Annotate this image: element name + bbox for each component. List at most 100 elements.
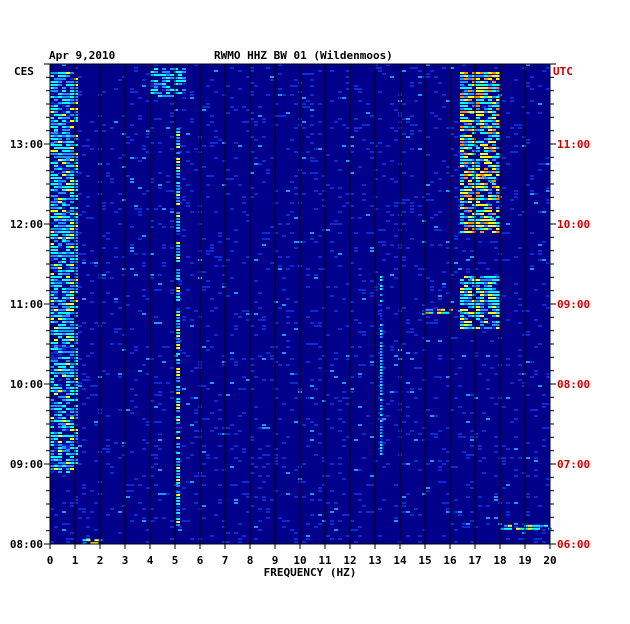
spectrogram-cell [380, 426, 383, 428]
spectrogram-cell [480, 99, 484, 101]
spectrogram-cell [274, 457, 278, 459]
spectrogram-cell [66, 171, 70, 173]
spectrogram-cell [476, 225, 480, 227]
spectrogram-cell [106, 415, 110, 417]
spectrogram-cell [530, 190, 534, 192]
spectrogram-cell [478, 262, 482, 264]
spectrogram-cell [484, 183, 488, 185]
spectrogram-cell [464, 87, 468, 89]
spectrogram-cell [380, 336, 383, 338]
spectrogram-cell [358, 499, 362, 501]
spectrogram-cell [70, 327, 74, 329]
spectrogram-cell [380, 441, 383, 443]
spectrogram-cell [468, 120, 472, 122]
spectrogram-cell [166, 92, 170, 94]
spectrogram-cell [82, 542, 87, 545]
spectrogram-cell [110, 466, 114, 468]
spectrogram-cell [174, 289, 178, 291]
spectrogram-cell [362, 184, 366, 186]
spectrogram-cell [476, 168, 480, 170]
spectrogram-cell [464, 285, 468, 287]
spectrogram-cell [174, 400, 178, 402]
spectrogram-cell [54, 288, 58, 290]
spectrogram-cell [480, 210, 484, 212]
spectrogram-cell [496, 198, 500, 200]
spectrogram-cell [434, 226, 438, 228]
spectrogram-cell [50, 423, 54, 425]
spectrogram-cell [74, 162, 78, 164]
spectrogram-cell [460, 99, 464, 101]
spectrogram-cell [106, 262, 110, 264]
spectrogram-cell [502, 100, 506, 102]
spectrogram-cell [82, 259, 86, 261]
spectrogram-cell [530, 193, 534, 195]
spectrogram-cell [510, 151, 514, 153]
spectrogram-cell [454, 373, 458, 375]
spectrogram-cell [402, 421, 406, 423]
spectrogram-cell [54, 225, 58, 227]
spectrogram-cell [176, 362, 180, 364]
spectrogram-cell [290, 265, 294, 267]
spectrogram-cell [390, 178, 394, 180]
spectrogram-cell [478, 496, 482, 498]
spectrogram-cell [50, 132, 54, 134]
spectrogram-cell [290, 529, 294, 531]
spectrogram-cell [70, 465, 74, 467]
spectrogram-cell [210, 346, 214, 348]
spectrogram-cell [410, 85, 414, 87]
spectrogram-cell [222, 355, 226, 357]
spectrogram-cell [154, 118, 158, 120]
spectrogram-cell [484, 228, 488, 230]
spectrogram-cell [442, 481, 446, 483]
spectrogram-cell [536, 524, 540, 527]
spectrogram-cell [510, 100, 514, 102]
spectrogram-cell [378, 535, 382, 537]
spectrogram-cell [70, 96, 74, 98]
spectrogram-cell [70, 153, 74, 155]
spectrogram-cell [370, 484, 374, 486]
spectrogram-cell [510, 208, 514, 210]
spectrogram-cell [242, 310, 246, 312]
spectrogram-cell [426, 463, 430, 465]
spectrogram-cell [480, 120, 484, 122]
spectrogram-cell [286, 520, 290, 522]
spectrogram-cell [466, 523, 470, 525]
spectrogram-cell [66, 267, 70, 269]
spectrogram-cell [114, 442, 118, 444]
spectrogram-cell [50, 399, 54, 401]
spectrogram-cell [258, 253, 262, 255]
spectrogram-cell [58, 267, 62, 269]
spectrogram-cell [446, 262, 450, 264]
spectrogram-cell [190, 274, 194, 276]
spectrogram-cell [530, 268, 534, 270]
spectrogram-cell [70, 144, 74, 146]
spectrogram-cell [66, 339, 70, 341]
spectrogram-cell [62, 102, 66, 104]
spectrogram-cell [176, 170, 180, 172]
spectrogram-cell [130, 388, 134, 390]
spectrogram-cell [294, 421, 298, 423]
spectrogram-cell [330, 127, 334, 129]
spectrogram-cell [484, 132, 488, 134]
spectrogram-cell [488, 282, 492, 284]
spectrogram-cell [488, 285, 492, 287]
spectrogram-cell [214, 334, 218, 336]
spectrogram-cell [66, 249, 70, 251]
spectrogram-cell [66, 108, 70, 110]
spectrogram-cell [222, 541, 226, 543]
spectrogram-cell [70, 264, 74, 266]
spectrogram-cell [538, 343, 542, 345]
spectrogram-cell [318, 322, 322, 324]
spectrogram-cell [70, 453, 74, 455]
spectrogram-cell [506, 136, 510, 138]
spectrogram-cell [166, 71, 170, 73]
spectrogram-cell [62, 447, 66, 449]
spectrogram-cell [494, 451, 498, 453]
spectrogram-cell [278, 307, 282, 309]
spectrogram-cell [458, 367, 462, 369]
spectrogram-cell [74, 276, 78, 278]
spectrogram-cell [480, 123, 484, 125]
spectrogram-cell [74, 351, 78, 353]
spectrogram-cell [358, 346, 362, 348]
spectrogram-cell [496, 90, 500, 92]
